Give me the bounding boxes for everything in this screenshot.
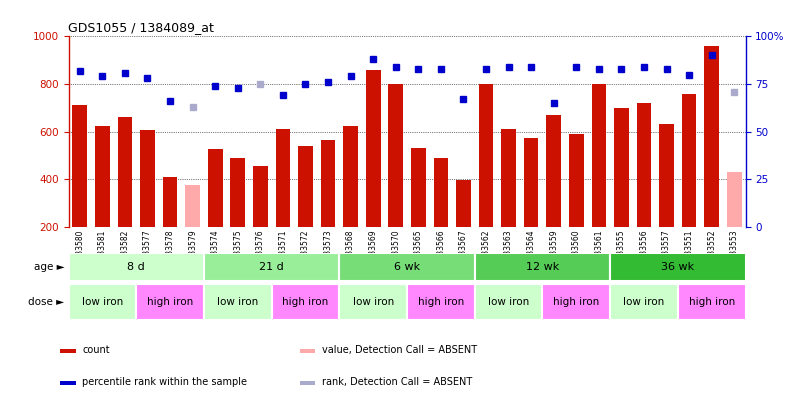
Bar (388, 84, 403, 227)
Bar (366, 70, 380, 227)
Bar (659, 124, 674, 227)
Bar (456, 180, 471, 227)
Bar (208, 149, 222, 227)
Text: low iron: low iron (352, 297, 394, 307)
Bar (339, 253, 475, 281)
Text: 12 wk: 12 wk (526, 262, 559, 272)
Bar (136, 284, 204, 320)
Text: GDS1055 / 1384089_at: GDS1055 / 1384089_at (68, 21, 214, 34)
Bar (300, 349, 315, 352)
Bar (479, 84, 493, 227)
Bar (411, 148, 426, 227)
Bar (298, 146, 313, 227)
Text: low iron: low iron (81, 297, 123, 307)
Bar (614, 108, 629, 227)
Bar (542, 284, 610, 320)
Bar (546, 115, 561, 227)
Text: high iron: high iron (147, 297, 193, 307)
Bar (637, 103, 651, 227)
Bar (118, 117, 132, 227)
Bar (475, 253, 610, 281)
Text: dose ►: dose ► (28, 297, 64, 307)
Bar (610, 253, 746, 281)
Bar (407, 284, 475, 320)
Bar (272, 284, 339, 320)
Text: 6 wk: 6 wk (394, 262, 420, 272)
Text: count: count (82, 345, 110, 355)
Text: age ►: age ► (34, 262, 64, 272)
Bar (678, 284, 746, 320)
Bar (60, 349, 76, 352)
Text: high iron: high iron (418, 297, 464, 307)
Bar (475, 284, 542, 320)
Bar (434, 158, 448, 227)
Bar (95, 126, 110, 227)
Bar (185, 185, 200, 227)
Text: 36 wk: 36 wk (661, 262, 695, 272)
Bar (321, 140, 335, 227)
Text: rank, Detection Call = ABSENT: rank, Detection Call = ABSENT (322, 377, 472, 387)
Text: 21 d: 21 d (260, 262, 284, 272)
Bar (343, 126, 358, 227)
Bar (610, 284, 678, 320)
Bar (704, 46, 719, 227)
Bar (524, 138, 538, 227)
Bar (60, 381, 76, 385)
Bar (73, 105, 87, 227)
Text: low iron: low iron (217, 297, 259, 307)
Bar (569, 134, 584, 227)
Bar (69, 284, 136, 320)
Text: low iron: low iron (488, 297, 530, 307)
Text: high iron: high iron (553, 297, 600, 307)
Bar (163, 177, 177, 227)
Bar (592, 84, 606, 227)
Bar (69, 253, 204, 281)
Text: percentile rank within the sample: percentile rank within the sample (82, 377, 247, 387)
Bar (339, 284, 407, 320)
Text: 8 d: 8 d (127, 262, 145, 272)
Bar (300, 381, 315, 385)
Bar (682, 94, 696, 227)
Text: value, Detection Call = ABSENT: value, Detection Call = ABSENT (322, 345, 477, 355)
Bar (204, 253, 339, 281)
Bar (253, 166, 268, 227)
Text: low iron: low iron (623, 297, 665, 307)
Bar (140, 130, 155, 227)
Text: high iron: high iron (688, 297, 735, 307)
Bar (204, 284, 272, 320)
Bar (276, 129, 290, 227)
Bar (501, 129, 516, 227)
Text: high iron: high iron (282, 297, 329, 307)
Bar (231, 158, 245, 227)
Bar (727, 172, 742, 227)
